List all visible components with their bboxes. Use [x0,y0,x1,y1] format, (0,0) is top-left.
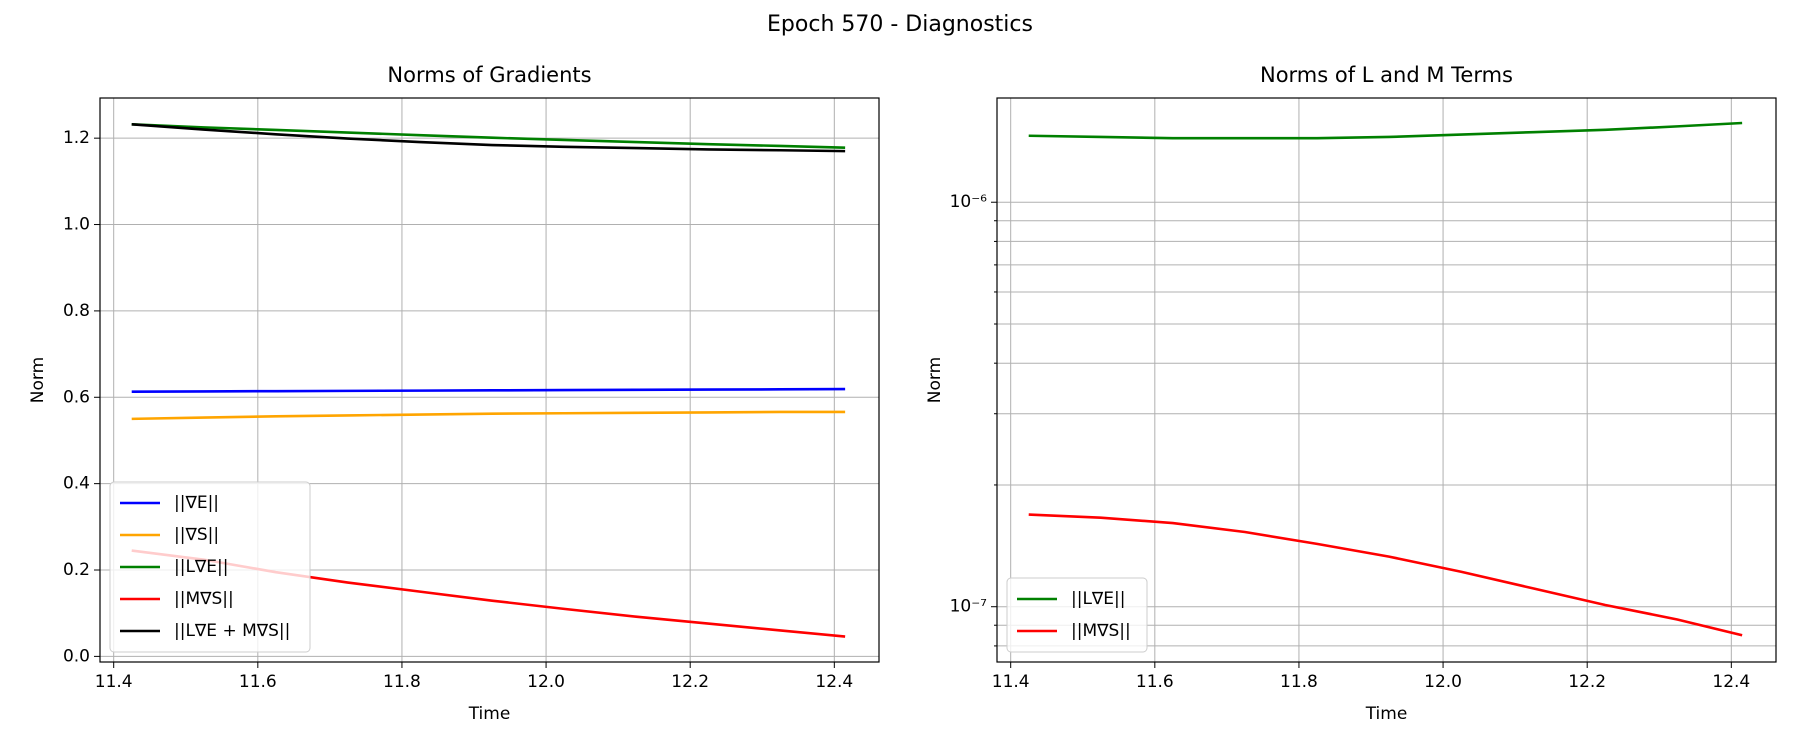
x-tick-label: 11.4 [992,672,1030,692]
x-tick-label: 12.4 [1712,672,1750,692]
x-tick-label: 12.2 [671,672,709,692]
y-tick-label: 0.0 [63,646,90,666]
legend-label: ||∇S|| [174,525,219,545]
x-tick-label: 11.6 [239,672,277,692]
plot-frame [996,97,1777,663]
legend-label: ||∇E|| [174,493,219,513]
x-axis-label: Time [1365,704,1408,724]
figure-title: Epoch 570 - Diagnostics [767,12,1033,37]
x-axis-label: Time [468,704,511,724]
legend-label: ||M∇S|| [1071,621,1131,641]
x-tick-label: 12.0 [527,672,565,692]
series-line [131,387,846,393]
chart-title: Norms of Gradients [387,63,591,87]
legend-label: ||L∇E|| [174,557,229,577]
legend-box [109,481,311,653]
series-line [131,410,846,421]
y-tick-label: 0.4 [63,474,90,494]
x-tick-label: 11.8 [383,672,421,692]
legend-label: ||L∇E|| [1071,589,1126,609]
y-tick-label: 10⁻⁶ [950,192,988,212]
y-axis-label: Norm [28,357,48,403]
series-line [131,123,846,153]
plot-frame [99,97,880,663]
series-line [131,123,846,149]
y-tick-label: 1.0 [63,215,90,235]
series-line [1028,513,1743,637]
legend-label: ||L∇E + M∇S|| [174,621,290,641]
y-axis-label: Norm [925,357,945,403]
y-tick-label: 0.2 [63,560,90,580]
y-tick-label: 1.2 [63,128,90,148]
chart-title: Norms of L and M Terms [1260,63,1513,87]
x-tick-label: 12.4 [815,672,853,692]
y-tick-label: 0.8 [63,301,90,321]
legend-box [1006,577,1148,653]
y-tick-label: 0.6 [63,387,90,407]
y-tick-label: 10⁻⁷ [950,597,988,617]
x-tick-label: 12.0 [1424,672,1462,692]
x-tick-label: 11.8 [1280,672,1318,692]
x-tick-label: 12.2 [1568,672,1606,692]
legend-label: ||M∇S|| [174,589,234,609]
x-tick-label: 11.4 [95,672,133,692]
series-line [1028,121,1743,140]
x-tick-label: 11.6 [1136,672,1174,692]
